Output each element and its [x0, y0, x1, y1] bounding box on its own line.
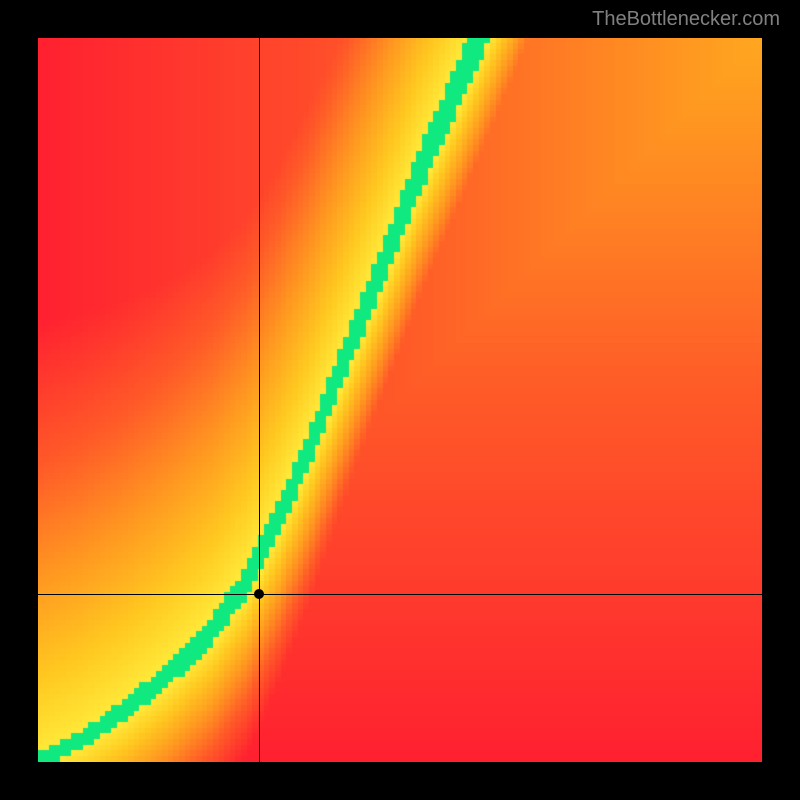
heatmap-plot — [38, 38, 762, 762]
crosshair-marker — [254, 589, 264, 599]
heatmap-canvas — [38, 38, 762, 762]
crosshair-horizontal — [38, 594, 762, 595]
crosshair-vertical — [259, 38, 260, 762]
watermark-text: TheBottlenecker.com — [592, 8, 780, 31]
